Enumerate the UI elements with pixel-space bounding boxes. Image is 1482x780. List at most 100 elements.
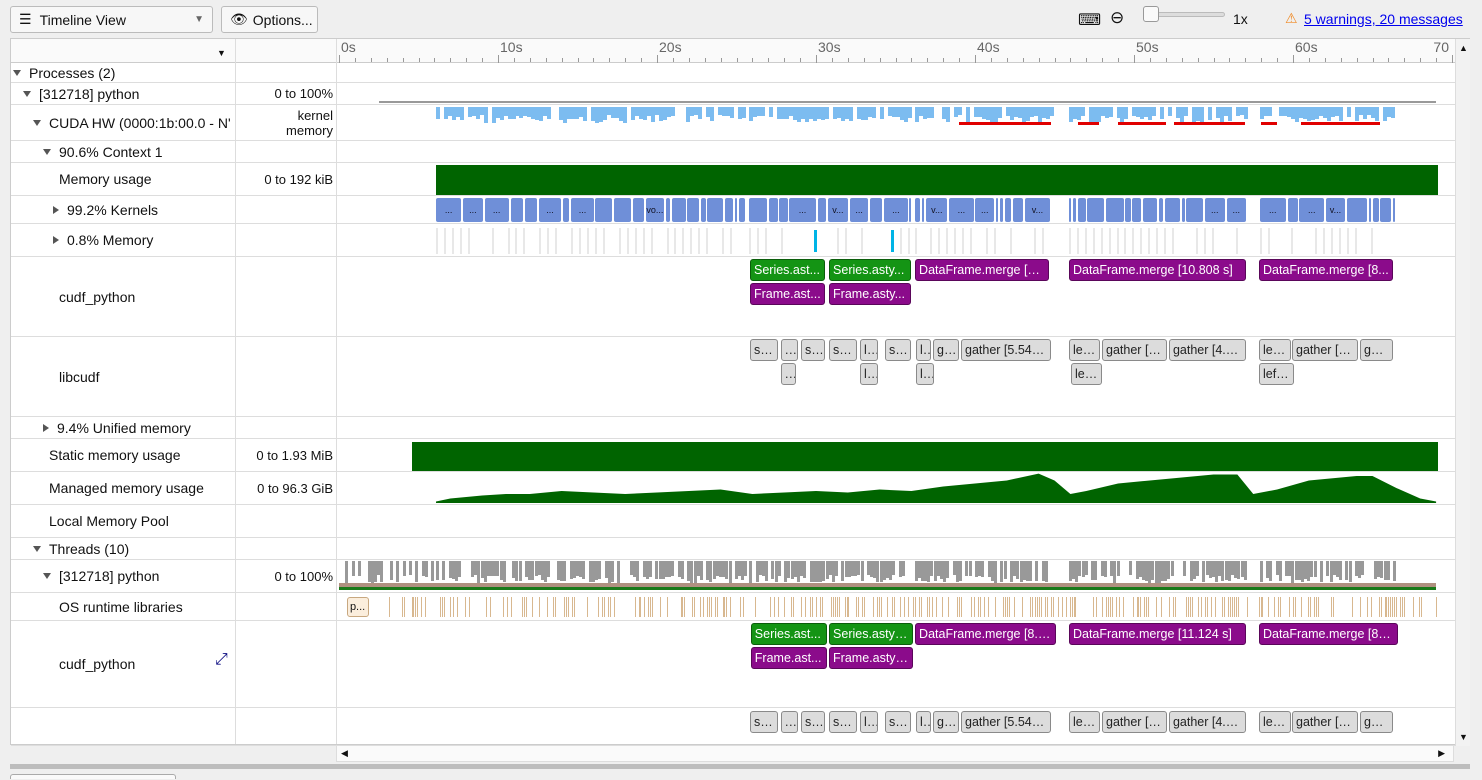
nvtx-range[interactable]: DataFrame.merge [11.124 s] bbox=[1068, 623, 1246, 645]
nvtx-range[interactable]: gat... bbox=[1359, 339, 1393, 361]
nvtx-range[interactable]: st... bbox=[885, 711, 911, 733]
nvtx-range[interactable]: st... bbox=[829, 711, 857, 733]
row-static[interactable]: Static memory usage 0 to 1.93 MiB bbox=[11, 439, 1455, 472]
track-memory[interactable] bbox=[337, 224, 1455, 257]
nvtx-range[interactable]: l... bbox=[860, 339, 878, 361]
nvtx-range[interactable]: gat... bbox=[1359, 711, 1393, 733]
row-memory[interactable]: 0.8% Memory bbox=[11, 224, 1455, 257]
track-processes[interactable] bbox=[337, 63, 1455, 83]
nvtx-range[interactable]: st... bbox=[829, 339, 857, 361]
nvtx-range[interactable]: lef... bbox=[1068, 711, 1100, 733]
row-thread-cudf-python[interactable]: cudf_python Series.ast... Series.astyp... D… bbox=[11, 621, 1455, 708]
options-button[interactable]: 👁 Options... bbox=[221, 6, 318, 33]
row-unified[interactable]: 9.4% Unified memory bbox=[11, 417, 1455, 439]
expand-icon[interactable] bbox=[53, 236, 59, 244]
collapse-icon[interactable] bbox=[33, 119, 41, 126]
nvtx-range[interactable]: l... bbox=[860, 363, 878, 385]
track-os-runtime[interactable]: p... bbox=[337, 593, 1455, 621]
scroll-down-icon[interactable]: ▼ bbox=[1459, 732, 1468, 742]
view-selector[interactable]: ☰ Timeline View ▼ bbox=[10, 6, 213, 33]
track-thread-cudf-python[interactable]: Series.ast... Series.astyp... DataFrame.me… bbox=[337, 621, 1455, 708]
nvtx-range[interactable]: Frame.astyp... bbox=[829, 647, 913, 669]
row-cuda-hw[interactable]: CUDA HW (0000:1b:00.0 - N' kernel memory bbox=[11, 105, 1455, 141]
track-last[interactable]: st......st...st...l...st...l...ga...gath… bbox=[337, 708, 1455, 746]
nvtx-range[interactable]: st... bbox=[801, 711, 826, 733]
row-os-runtime[interactable]: OS runtime libraries p... bbox=[11, 593, 1455, 621]
track-threads[interactable] bbox=[337, 538, 1455, 560]
nvtx-range[interactable]: lef... bbox=[1071, 363, 1103, 385]
collapse-icon[interactable] bbox=[23, 90, 31, 97]
nvtx-range[interactable]: DataFrame.merge [10.808 s] bbox=[1068, 259, 1246, 281]
nvtx-range[interactable]: s... bbox=[801, 339, 826, 361]
nvtx-range[interactable]: Frame.asty... bbox=[829, 283, 911, 305]
nvtx-range[interactable]: gather [4.... bbox=[1102, 339, 1168, 361]
expand-icon[interactable] bbox=[53, 205, 59, 214]
keyboard-icon[interactable]: ⌨ bbox=[1078, 12, 1102, 29]
warnings-link[interactable]: 5 warnings, 20 messages bbox=[1304, 11, 1463, 27]
nvtx-range[interactable]: gather [4.... bbox=[1292, 339, 1359, 361]
expand-arrows-icon[interactable]: ⤢ bbox=[215, 651, 228, 668]
nvtx-range[interactable]: st... bbox=[885, 339, 911, 361]
nvtx-range[interactable]: gather [4.4... bbox=[1168, 711, 1246, 733]
row-processes[interactable]: Processes (2) bbox=[11, 63, 1455, 83]
track-static[interactable] bbox=[337, 439, 1455, 472]
horizontal-scrollbar[interactable]: ◀ ▶ bbox=[336, 745, 1454, 762]
track-context[interactable] bbox=[337, 141, 1455, 163]
nvtx-range[interactable]: ga... bbox=[933, 339, 959, 361]
row-local-pool[interactable]: Local Memory Pool bbox=[11, 505, 1455, 538]
nvtx-range[interactable]: ... bbox=[781, 363, 796, 385]
panel-splitter[interactable] bbox=[10, 764, 1470, 769]
nvtx-range[interactable]: Series.ast... bbox=[750, 259, 826, 281]
row-cudf-python[interactable]: cudf_python Series.ast... Series.asty... Da… bbox=[11, 257, 1455, 337]
time-ruler[interactable]: 0s 10s 20s 30s 40s 50s 60s 70 bbox=[337, 39, 1455, 63]
scroll-right-icon[interactable]: ▶ bbox=[1438, 748, 1445, 758]
bottom-pane-selector[interactable] bbox=[10, 774, 176, 779]
nvtx-range[interactable]: gather [4.... bbox=[1292, 711, 1359, 733]
track-python-proc[interactable] bbox=[337, 83, 1455, 105]
nvtx-range[interactable]: st... bbox=[750, 711, 778, 733]
nvtx-range[interactable]: gather [5.549 s] bbox=[961, 339, 1051, 361]
nvtx-range[interactable]: l... bbox=[916, 363, 934, 385]
collapse-icon[interactable] bbox=[13, 69, 21, 76]
nvtx-range[interactable]: gather [5.549 s] bbox=[961, 711, 1051, 733]
nvtx-range[interactable]: Frame.ast... bbox=[750, 283, 826, 305]
nvtx-range[interactable]: l... bbox=[916, 339, 931, 361]
row-threads[interactable]: Threads (10) bbox=[11, 538, 1455, 560]
nvtx-range[interactable]: DataFrame.merge [8.... bbox=[915, 259, 1049, 281]
nvtx-range[interactable]: ga... bbox=[933, 711, 959, 733]
collapse-icon[interactable] bbox=[33, 545, 41, 552]
nvtx-range[interactable]: l... bbox=[860, 711, 878, 733]
track-cuda-hw[interactable] bbox=[337, 105, 1455, 141]
nvtx-range[interactable]: left... bbox=[1258, 363, 1294, 385]
nvtx-range[interactable]: DataFrame.merge [8.7... bbox=[915, 623, 1057, 645]
row-python-proc[interactable]: [312718] python 0 to 100% bbox=[11, 83, 1455, 105]
nvtx-range[interactable]: ... bbox=[781, 339, 799, 361]
row-libcudf[interactable]: libcudfst......s...st...l...st...l...ga.… bbox=[11, 337, 1455, 417]
track-libcudf[interactable]: st......s...st...l...st...l...ga...gathe… bbox=[337, 337, 1455, 417]
row-kernels[interactable]: 99.2% Kernels............... vo...... v...… bbox=[11, 196, 1455, 224]
row-managed[interactable]: Managed memory usage 0 to 96.3 GiB bbox=[11, 472, 1455, 505]
row-last[interactable]: st......st...st...l...st...l...ga...gath… bbox=[11, 708, 1455, 746]
nvtx-range[interactable]: Series.ast... bbox=[750, 623, 828, 645]
nvtx-range[interactable]: gather [4.4... bbox=[1168, 339, 1246, 361]
track-cudf-python[interactable]: Series.ast... Series.asty... DataFrame.mer… bbox=[337, 257, 1455, 337]
nvtx-range[interactable]: left... bbox=[1258, 711, 1291, 733]
expand-icon[interactable] bbox=[43, 423, 49, 432]
nvtx-range[interactable]: DataFrame.merge [8.6... bbox=[1258, 623, 1398, 645]
track-managed[interactable] bbox=[337, 472, 1455, 505]
row-thread-python[interactable]: [312718] python 0 to 100% bbox=[11, 560, 1455, 593]
nvtx-range[interactable]: Series.astyp... bbox=[829, 623, 913, 645]
track-kernels[interactable]: ............... vo...... v......... v......… bbox=[337, 196, 1455, 224]
nvtx-range[interactable]: Series.asty... bbox=[829, 259, 911, 281]
zoom-slider-handle[interactable] bbox=[1143, 6, 1159, 22]
scroll-left-icon[interactable]: ◀ bbox=[341, 748, 348, 758]
scroll-up-icon[interactable]: ▲ bbox=[1459, 43, 1468, 53]
track-memory-usage[interactable] bbox=[337, 163, 1455, 196]
nvtx-range[interactable]: Frame.ast... bbox=[750, 647, 828, 669]
nvtx-range[interactable]: gather [4.... bbox=[1102, 711, 1168, 733]
track-unified[interactable] bbox=[337, 417, 1455, 439]
collapse-icon[interactable] bbox=[43, 573, 51, 579]
nvtx-range[interactable]: st... bbox=[750, 339, 778, 361]
column-dropdown-icon[interactable]: ▼ bbox=[217, 48, 226, 58]
nvtx-range[interactable]: DataFrame.merge [8... bbox=[1258, 259, 1393, 281]
